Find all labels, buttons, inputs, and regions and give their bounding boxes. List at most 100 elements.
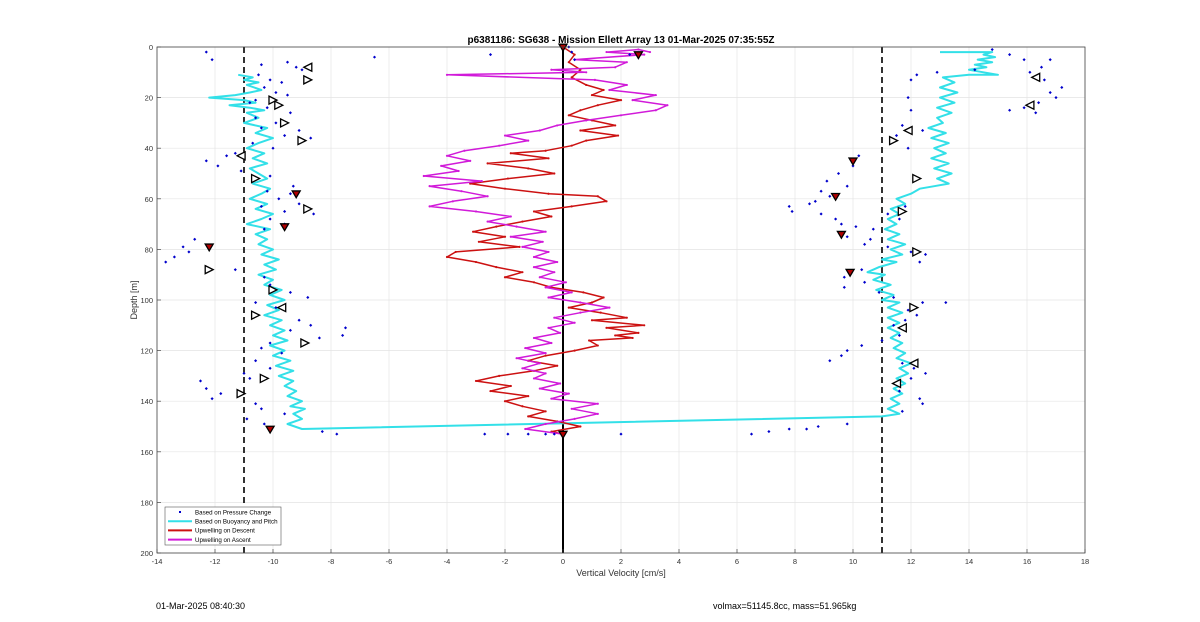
pressure-point [297, 202, 301, 206]
series-point [521, 271, 524, 274]
pressure-point [918, 260, 922, 264]
series-point [544, 230, 547, 233]
pressure-point [251, 141, 255, 145]
x-tick-label: -6 [386, 557, 393, 566]
series-point [445, 73, 449, 76]
series-point [582, 291, 585, 294]
series-point [527, 415, 530, 418]
series-point [503, 235, 507, 238]
pressure-point [288, 328, 292, 332]
triangle-marker [274, 100, 285, 111]
series-point [553, 172, 556, 175]
series-point [538, 362, 541, 365]
series-point [556, 364, 559, 367]
series-point [550, 397, 553, 400]
series-point [428, 185, 431, 188]
pressure-point [335, 432, 339, 436]
pressure-point [280, 80, 284, 84]
series-point [550, 215, 553, 218]
series-point [654, 109, 657, 112]
pressure-point [248, 376, 252, 380]
series-point [590, 301, 594, 304]
triangle-marker [896, 322, 907, 333]
series-line [446, 46, 645, 435]
pressure-point [828, 194, 832, 198]
triangle-marker [1024, 100, 1035, 111]
pressure-point [268, 174, 272, 178]
series-point [547, 250, 550, 254]
series-point [573, 321, 576, 324]
series-point [567, 392, 570, 395]
series-point [588, 339, 591, 342]
series-point [602, 296, 605, 299]
pressure-point [900, 361, 904, 365]
pressure-point [807, 202, 812, 206]
series-point [605, 326, 608, 329]
series-point [556, 260, 559, 264]
series-point [608, 306, 611, 309]
series-point [614, 124, 617, 127]
series-point [440, 164, 443, 168]
series-point [585, 71, 588, 74]
pressure-point [816, 424, 820, 429]
pressure-point [271, 146, 275, 150]
pressure-point [306, 295, 310, 300]
series-point [556, 124, 559, 127]
pressure-point [268, 366, 272, 370]
pressure-point [813, 199, 817, 203]
series-point [506, 177, 509, 180]
series-point [564, 281, 568, 284]
y-tick-label: 60 [145, 195, 153, 204]
pressure-point [973, 68, 977, 72]
pressure-point [915, 73, 919, 77]
pressure-point [181, 245, 185, 249]
pressure-point [254, 98, 258, 102]
series-point [544, 410, 547, 413]
pressure-point [1028, 70, 1032, 74]
pressure-point [845, 184, 849, 188]
series-point [570, 291, 573, 294]
axis-ticks: -14 -12 -10 -8 -6 -4 -2 0 2 4 6 8 10 12 14 16 1802040608… [140, 43, 1089, 566]
pressure-point [259, 407, 263, 411]
triangle-marker [259, 373, 270, 384]
pressure-point [1054, 96, 1058, 100]
pressure-point [860, 343, 864, 348]
x-tick-label: 6 [735, 557, 739, 566]
series-point [567, 114, 570, 117]
y-tick-label: 200 [140, 549, 153, 558]
series-point [637, 48, 640, 51]
pressure-point [256, 73, 261, 77]
pressure-point [254, 300, 258, 305]
pressure-point [845, 235, 849, 239]
series-point [422, 174, 425, 178]
pressure-point [906, 308, 910, 312]
triangle-marker [268, 284, 279, 295]
triangle-marker [250, 310, 262, 321]
pressure-point [923, 371, 928, 375]
pressure-point [570, 50, 574, 54]
pressure-point [262, 85, 266, 90]
series-point [521, 220, 524, 223]
y-tick-label: 40 [145, 144, 153, 153]
series-point [550, 341, 553, 345]
pressure-point [320, 430, 324, 434]
series-point [596, 412, 599, 415]
series-point [553, 316, 556, 319]
series-point [477, 240, 480, 243]
pressure-point [845, 349, 849, 353]
pressure-point [892, 295, 896, 300]
series-point [544, 149, 547, 152]
legend-label: Based on Pressure Change [195, 509, 272, 516]
pressure-point [187, 250, 191, 254]
pressure-point [265, 106, 269, 110]
series-point [666, 104, 669, 107]
pressure-point [839, 354, 843, 358]
series-point [460, 190, 463, 193]
series-point [648, 50, 652, 54]
series-point [567, 306, 570, 309]
pressure-point [909, 108, 913, 112]
pressure-point [262, 275, 266, 279]
pressure-point [274, 306, 278, 310]
pressure-point [1048, 58, 1052, 62]
pressure-point [552, 432, 556, 436]
